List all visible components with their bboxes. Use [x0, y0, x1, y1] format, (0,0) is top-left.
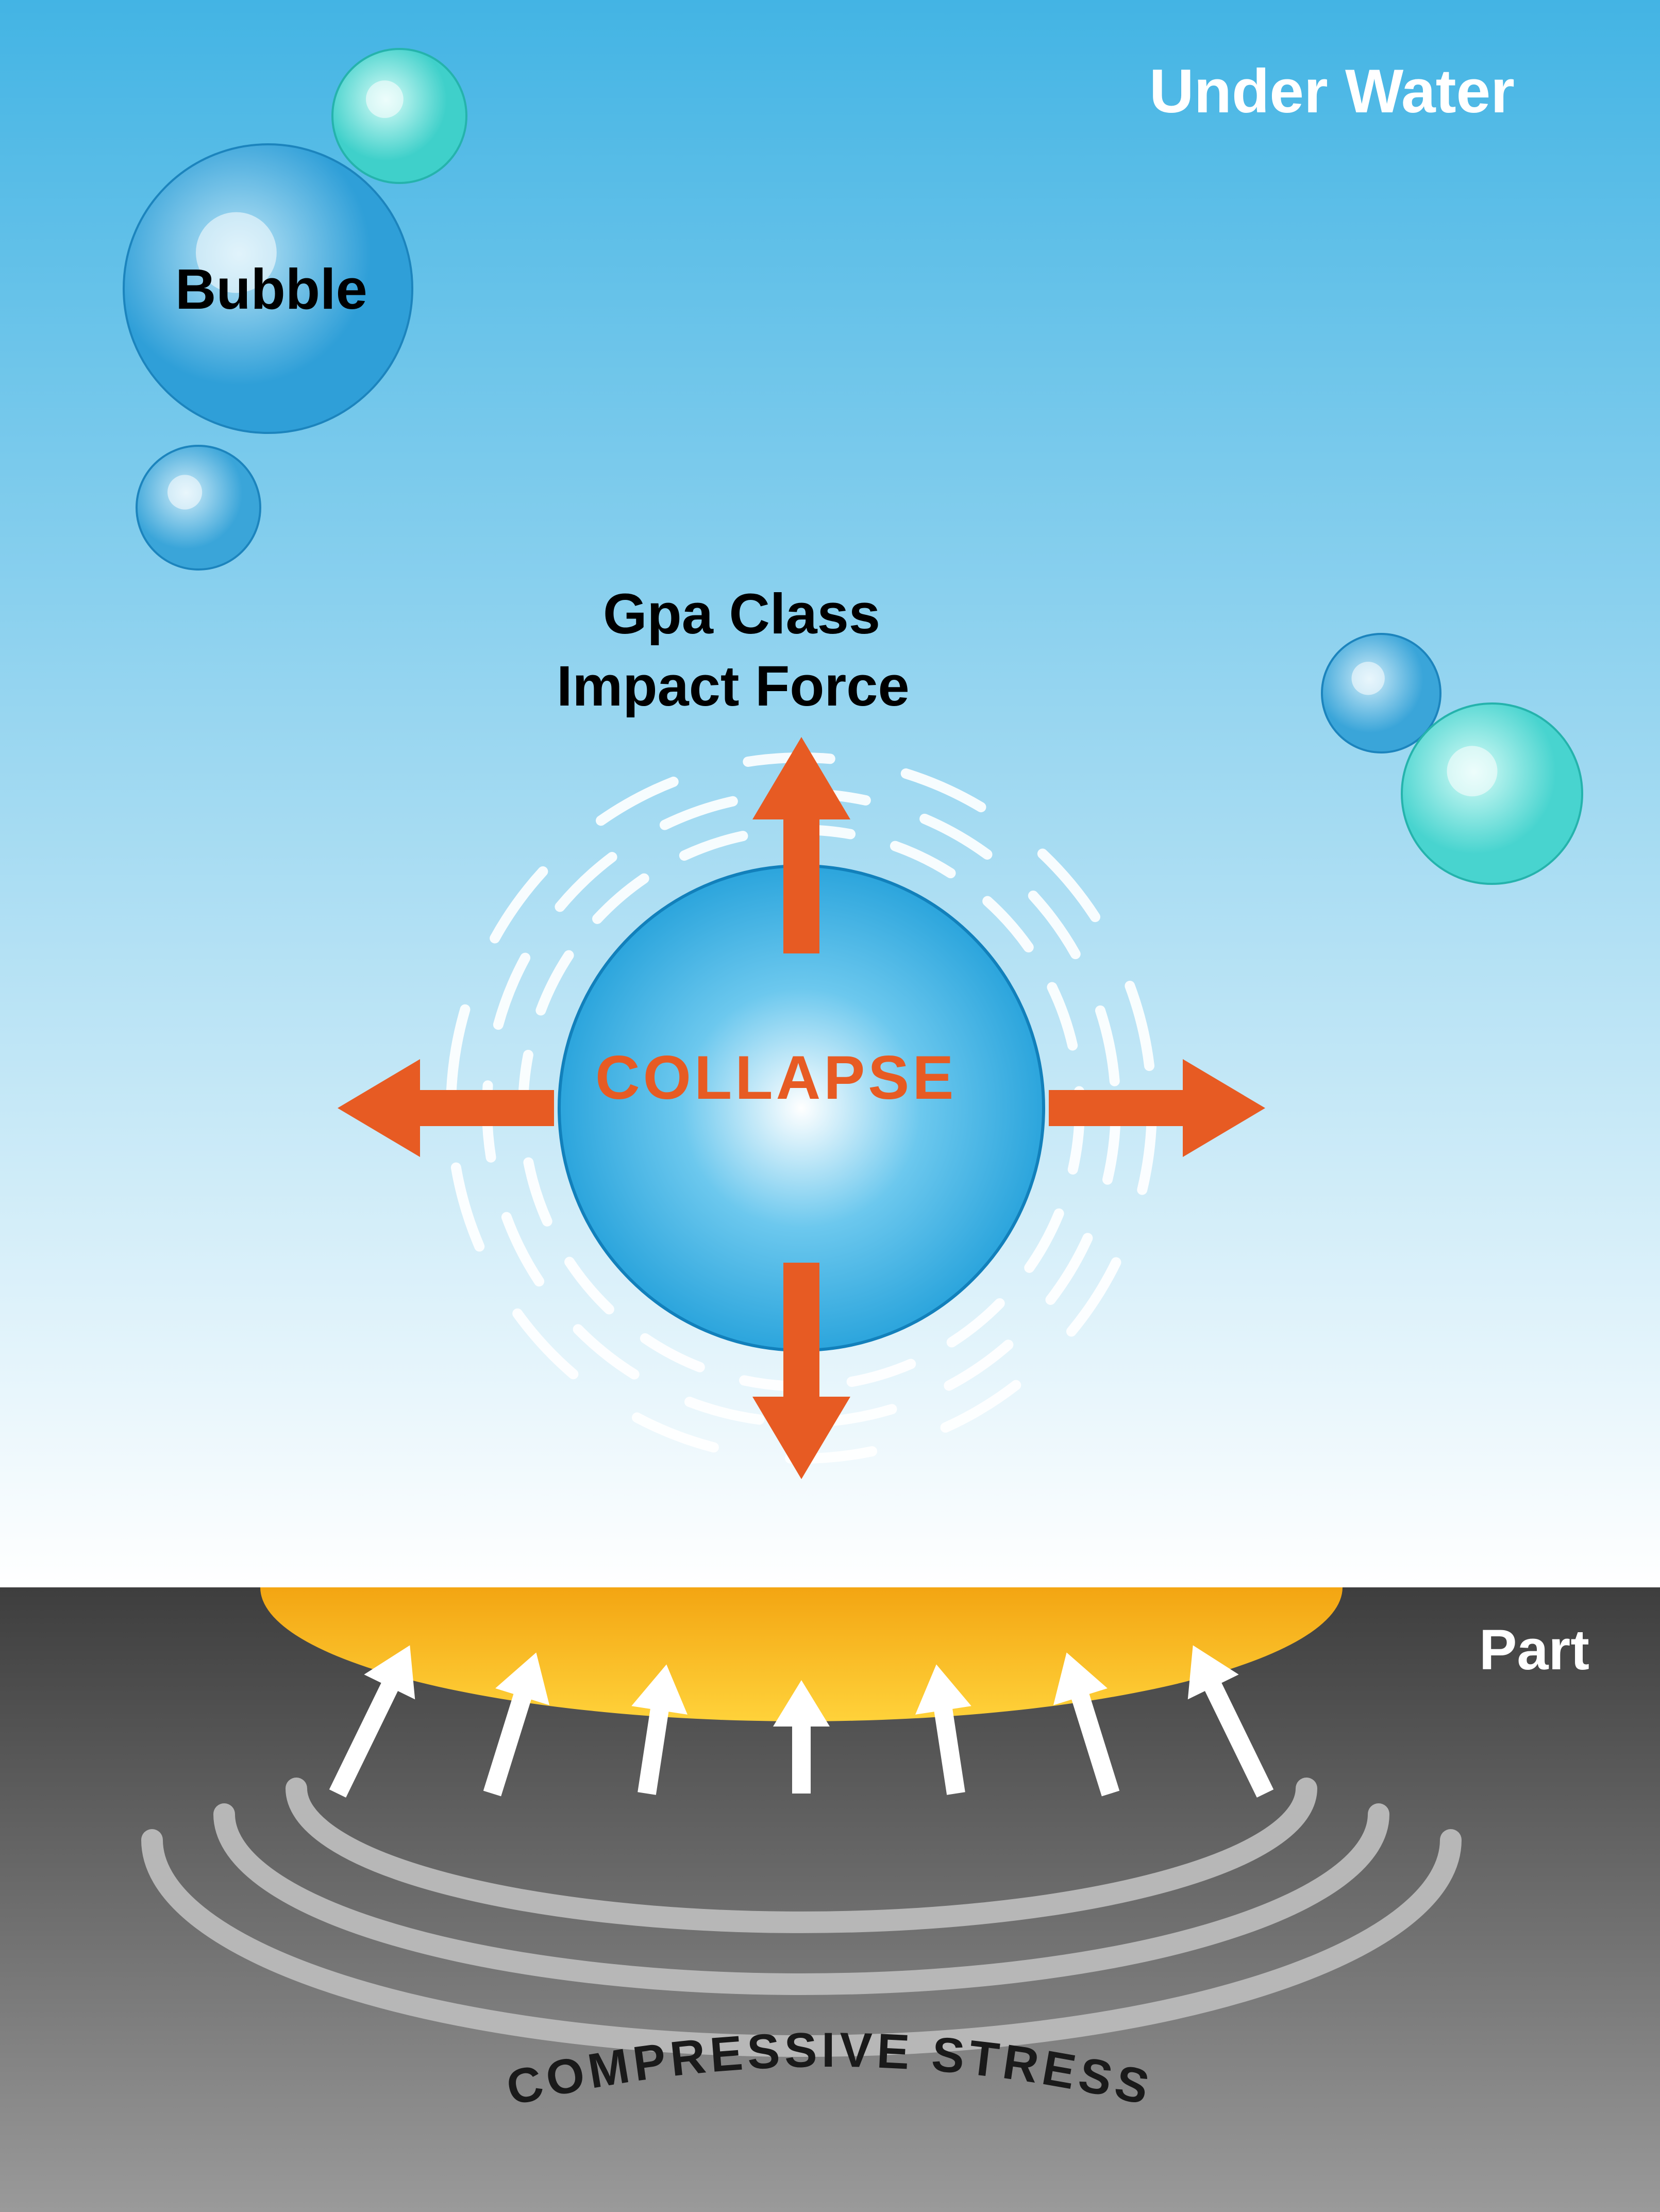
- bubble-icon: [137, 446, 260, 569]
- bubble-label: Bubble: [175, 258, 367, 321]
- gpa2-label: Impact Force: [557, 655, 910, 718]
- bubble-highlight: [1447, 746, 1498, 796]
- part-label: Part: [1479, 1618, 1589, 1682]
- gpa1-label: Gpa Class: [603, 582, 880, 646]
- bubble-highlight: [1352, 662, 1385, 695]
- bubble-highlight: [366, 80, 404, 118]
- bubble-icon: [1402, 703, 1582, 884]
- bubble-highlight: [167, 475, 202, 509]
- under_water-label: Under Water: [1149, 57, 1515, 126]
- collapse-label: COLLAPSE: [595, 1043, 957, 1112]
- bubble-icon: [332, 49, 466, 183]
